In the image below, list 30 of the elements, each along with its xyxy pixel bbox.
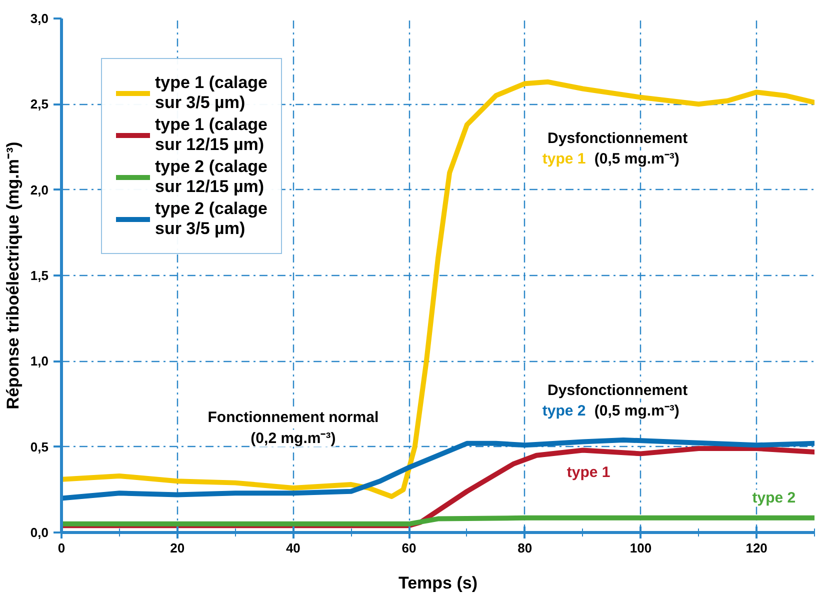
legend-label: type 1 (calage sur 12/15 µm): [155, 115, 268, 155]
x-tick-label: 120: [746, 540, 768, 556]
x-tick-label: 80: [518, 540, 532, 556]
annotation: (0,5 mg.m⁻³): [594, 402, 680, 420]
x-tick-label: 100: [630, 540, 652, 556]
y-tick-label: 2,0: [30, 182, 49, 198]
x-tick-label: 20: [170, 540, 185, 556]
annotation: type 2: [542, 402, 586, 420]
y-tick-label: 2,5: [30, 96, 49, 112]
legend-label: type 2 (calage sur 3/5 µm): [155, 199, 268, 239]
annotation: (0,2 mg.m⁻³): [250, 430, 336, 447]
annotation: Dysfonctionnement: [548, 130, 688, 147]
annotation: Dysfonctionnement: [548, 382, 688, 399]
y-tick-label: 0,5: [30, 439, 49, 454]
y-tick-label: 1,5: [30, 268, 49, 283]
x-tick-label: 60: [402, 540, 416, 556]
y-tick-label: 0,0: [30, 525, 49, 540]
y-tick-label: 3,0: [30, 11, 49, 26]
y-tick-label: 1,0: [30, 354, 49, 369]
x-tick-label: 0: [58, 540, 66, 556]
x-axis-title: Temps (s): [398, 574, 478, 592]
y-axis-title: Réponse triboélectrique (mg.m⁻³): [3, 142, 22, 410]
legend-label: type 1 (calage sur 3/5 µm): [155, 73, 268, 113]
annotation: type 1: [542, 150, 586, 168]
annotation: Fonctionnement normal: [208, 409, 379, 426]
annotation: type 1: [566, 464, 610, 482]
annotation: type 2: [752, 490, 796, 507]
annotation: (0,5 mg.m⁻³): [594, 150, 680, 168]
x-tick-label: 40: [286, 540, 300, 556]
legend-label: type 2 (calage sur 12/15 µm): [155, 157, 268, 197]
